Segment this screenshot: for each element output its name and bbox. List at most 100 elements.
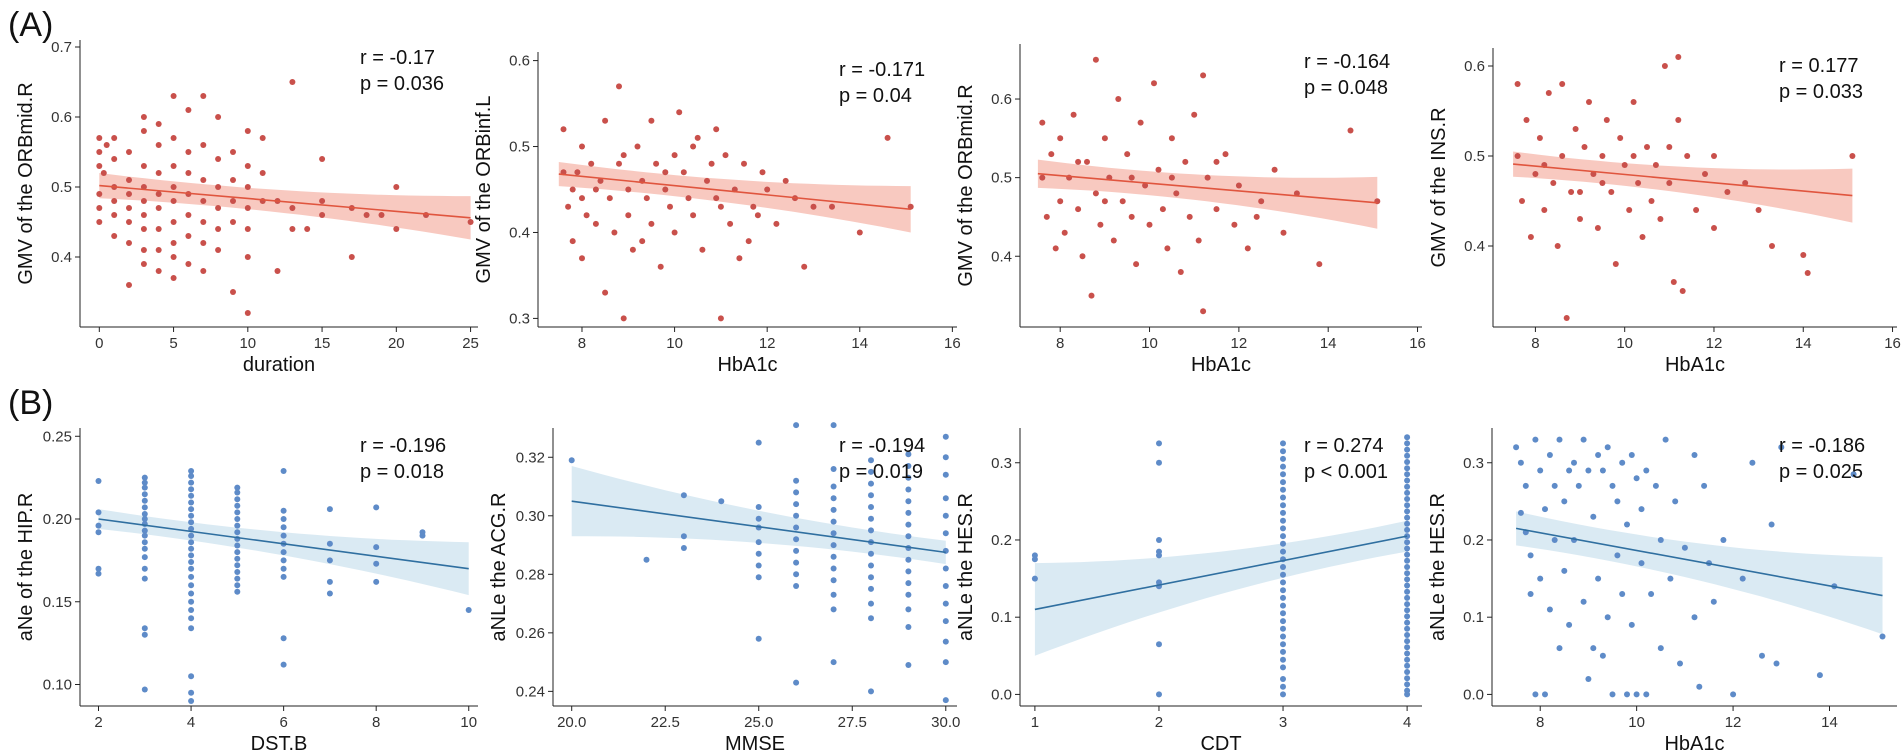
data-point [905,556,912,563]
data-point [905,463,912,469]
data-point [736,255,743,262]
data-point [188,512,195,519]
data-point [1048,151,1055,158]
data-point [96,205,103,211]
data-point [1657,645,1664,652]
x-tick-label: 1 [1031,714,1039,731]
data-point [141,545,148,552]
data-point [856,229,863,236]
data-point [1661,63,1668,69]
y-axis-title: aNLe the HES.R [1427,493,1449,641]
data-point [185,233,192,239]
data-point [1137,119,1144,126]
data-point [1581,144,1588,150]
data-point [1609,691,1616,698]
scatter-panel-4: 8 10 12 14 16 0.4 0.5 0.6 HbA1c GMV of the INS.R r… [1428,48,1901,376]
data-point [155,142,162,148]
data-point [1280,564,1286,570]
data-point [1404,656,1411,663]
data-point [905,568,912,575]
data-point [1545,90,1552,96]
data-point [830,577,837,584]
data-point [185,149,192,155]
data-point [1079,253,1086,260]
data-point [690,143,697,150]
data-point [155,205,162,211]
y-tick-label: 0.6 [51,109,72,126]
data-point [1523,117,1530,123]
data-point [1404,483,1411,490]
data-point [868,615,874,622]
data-point [1316,261,1323,268]
data-point [126,191,132,197]
data-point [1280,517,1286,524]
data-point [95,565,102,572]
data-point [667,203,673,210]
data-point [793,512,800,519]
data-point [680,492,687,499]
y-axis-title: aNLe the ACG.R [488,493,510,642]
data-point [141,625,148,632]
data-point [1561,567,1568,574]
y-tick-label: 0.25 [43,428,72,445]
data-point [868,457,874,464]
x-tick-label: 14 [1795,335,1812,352]
data-point [569,238,576,245]
data-point [1590,645,1597,652]
data-point [1231,221,1238,228]
data-point [95,509,102,516]
y-tick-label: 0.1 [991,609,1012,626]
regression-line [558,173,911,211]
data-point [1404,691,1411,698]
data-point [141,539,148,546]
data-point [230,289,236,295]
data-point [1879,633,1886,640]
data-point [1769,243,1775,249]
data-point [905,624,912,630]
data-point [259,135,266,141]
data-point [1563,315,1570,321]
data-point [1527,552,1534,559]
data-point [592,220,599,227]
data-point [1541,207,1548,213]
data-point [140,261,147,267]
data-point [1101,198,1108,205]
data-point [905,521,912,528]
data-point [830,542,837,549]
x-axis-title: MMSE [725,733,785,751]
x-tick-label: 14 [1821,714,1838,731]
data-point [1097,221,1104,228]
scatter-panel-6: 20.0 22.5 25.0 27.5 30.0 0.24 0.26 0.28 0.30 0.32… [488,422,960,751]
data-point [764,186,771,193]
x-tick-label: 8 [578,335,586,352]
data-point [244,163,251,169]
data-point [1577,216,1583,222]
data-point [188,486,195,493]
data-point [1280,691,1286,698]
data-point [348,254,355,260]
data-point [801,263,808,270]
x-tick-label: 16 [1409,335,1426,352]
data-point [727,220,734,227]
data-point [1280,579,1286,586]
data-point [155,268,162,274]
data-point [155,191,162,197]
data-point [155,121,162,127]
data-point [200,177,207,183]
data-point [1532,171,1539,177]
data-point [185,212,192,218]
data-point [1200,72,1207,79]
data-point [1404,594,1411,601]
data-point [1638,560,1645,567]
data-point [215,247,222,253]
x-tick-label: 12 [1231,335,1248,352]
data-point [1517,509,1524,516]
data-point [1039,119,1046,126]
data-point [942,618,949,625]
data-point [868,550,874,557]
data-point [793,559,800,566]
y-tick-label: 0.1 [1463,609,1484,626]
data-point [1850,471,1857,478]
data-point [1630,99,1637,105]
